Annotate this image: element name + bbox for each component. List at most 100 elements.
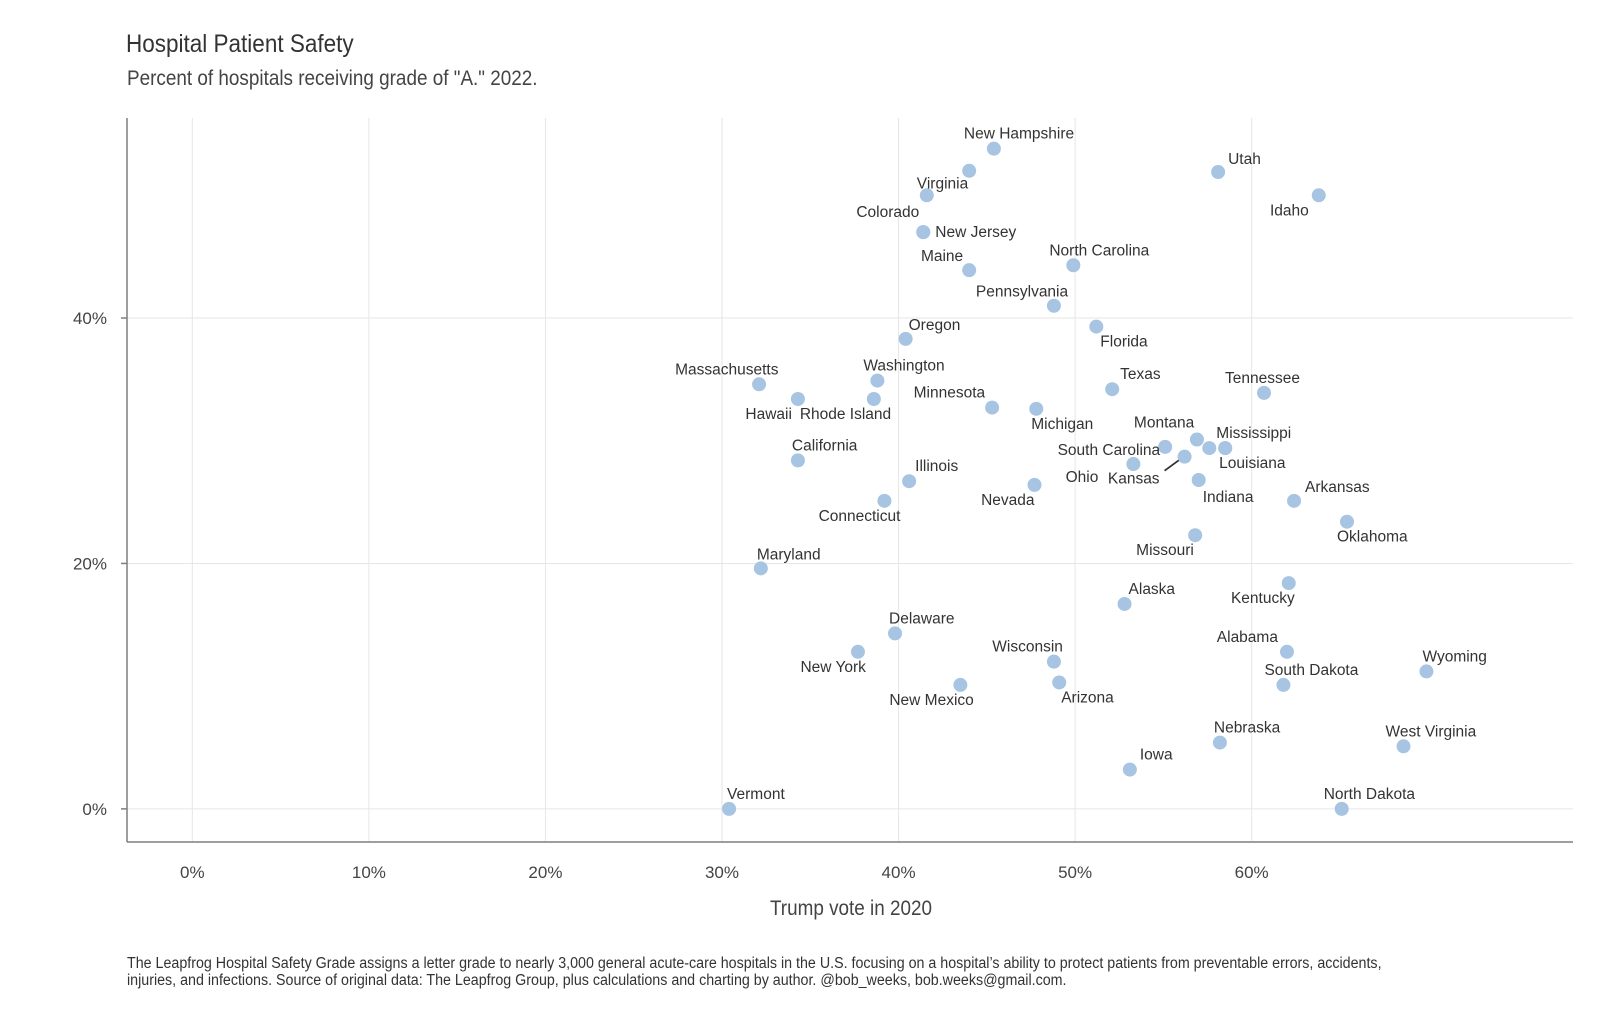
data-point: [1117, 596, 1132, 611]
point-label: New Jersey: [935, 224, 1016, 241]
point-label: Minnesota: [914, 385, 986, 402]
data-point: [1126, 457, 1141, 472]
point-label: Pennsylvania: [976, 284, 1069, 301]
chart-subtitle: Percent of hospitals receiving grade of …: [127, 67, 538, 90]
data-point: [898, 331, 913, 346]
data-point: [790, 453, 805, 468]
data-point: [790, 392, 805, 407]
x-tick-label: 30%: [705, 863, 739, 882]
point-label: Indiana: [1203, 489, 1254, 506]
point-label: North Carolina: [1049, 242, 1149, 259]
y-tick-label: 0%: [82, 800, 107, 819]
data-point: [1177, 449, 1192, 464]
data-point: [753, 561, 768, 576]
point-label: New Mexico: [889, 692, 973, 709]
data-point: [902, 474, 917, 489]
point-label: Washington: [863, 358, 944, 375]
point-label: Alaska: [1129, 581, 1176, 598]
point-labels: New Hampshire Utah Virginia Idaho Colorado Ne…: [675, 126, 1487, 803]
data-point: [916, 225, 931, 240]
data-point: [953, 677, 968, 692]
point-label: Maryland: [757, 546, 821, 563]
point-label: Massachusetts: [675, 361, 779, 378]
axes: [121, 118, 1573, 843]
point-label: New York: [800, 659, 866, 676]
point-label: Colorado: [856, 204, 919, 221]
data-point: [1122, 762, 1137, 777]
data-point: [888, 626, 903, 641]
data-point: [1218, 441, 1233, 456]
kansas-connector-line: [1164, 458, 1181, 472]
point-label: Utah: [1228, 151, 1261, 168]
data-point: [1419, 664, 1434, 679]
point-label: Alabama: [1217, 629, 1279, 646]
grid-lines: [127, 118, 1573, 842]
data-point: [985, 400, 1000, 415]
point-label: Louisiana: [1219, 455, 1286, 472]
data-points: [722, 141, 1434, 816]
x-tick-label: 20%: [528, 863, 562, 882]
point-label: Hawaii: [745, 406, 792, 423]
y-tick-label: 20%: [73, 554, 107, 573]
point-label: Wyoming: [1422, 648, 1486, 665]
data-point: [1287, 493, 1302, 508]
data-point: [1105, 382, 1120, 397]
data-point: [962, 263, 977, 278]
data-point: [1334, 801, 1349, 816]
data-point: [866, 392, 881, 407]
data-point: [722, 801, 737, 816]
point-label: Michigan: [1031, 416, 1093, 433]
data-point: [1202, 441, 1217, 456]
data-point: [1052, 675, 1067, 690]
data-point: [1257, 385, 1272, 400]
point-label: Tennessee: [1225, 370, 1300, 387]
x-tick-label: 10%: [352, 863, 386, 882]
data-point: [1189, 432, 1204, 447]
point-label: Kansas: [1108, 471, 1160, 488]
data-point: [1340, 514, 1355, 529]
point-label: Connecticut: [819, 508, 902, 525]
data-point: [919, 188, 934, 203]
point-label: California: [792, 437, 858, 454]
caption: The Leapfrog Hospital Safety Grade assig…: [127, 955, 1382, 989]
point-label: Montana: [1134, 415, 1195, 432]
point-label: South Dakota: [1264, 662, 1358, 679]
point-label: Maine: [921, 248, 963, 265]
point-label: North Dakota: [1324, 786, 1416, 803]
data-point: [1188, 528, 1203, 543]
point-label: South Carolina: [1058, 442, 1161, 459]
data-point: [986, 141, 1001, 156]
point-label: Kentucky: [1231, 590, 1295, 607]
point-label: Iowa: [1140, 747, 1173, 764]
x-tick-label: 60%: [1235, 863, 1269, 882]
point-label: West Virginia: [1386, 723, 1477, 740]
data-point: [1279, 644, 1294, 659]
tick-labels: 0% 10% 20% 30% 40% 50% 60% 0% 20% 40%: [73, 309, 1269, 882]
data-point: [1027, 477, 1042, 492]
data-point: [1276, 677, 1291, 692]
data-point: [1396, 739, 1411, 754]
data-point: [1211, 164, 1226, 179]
chart-title: Hospital Patient Safety: [126, 30, 354, 58]
point-label: Arizona: [1061, 689, 1114, 706]
point-label: Oregon: [909, 317, 961, 334]
point-label: Nebraska: [1214, 720, 1281, 737]
data-point: [1029, 401, 1044, 416]
point-label: Mississippi: [1216, 425, 1291, 442]
data-point: [850, 644, 865, 659]
x-tick-label: 0%: [180, 863, 205, 882]
x-tick-label: 50%: [1058, 863, 1092, 882]
data-point: [962, 163, 977, 178]
point-label: Rhode Island: [800, 406, 891, 423]
x-tick-label: 40%: [882, 863, 916, 882]
data-point: [877, 493, 892, 508]
point-label: Texas: [1120, 366, 1161, 383]
data-point: [1311, 188, 1326, 203]
point-label: New Hampshire: [964, 126, 1074, 143]
point-label: Florida: [1100, 334, 1148, 351]
data-point: [1212, 735, 1227, 750]
data-point: [1046, 298, 1061, 313]
point-label: Missouri: [1136, 542, 1194, 559]
point-label: Ohio: [1066, 469, 1099, 486]
